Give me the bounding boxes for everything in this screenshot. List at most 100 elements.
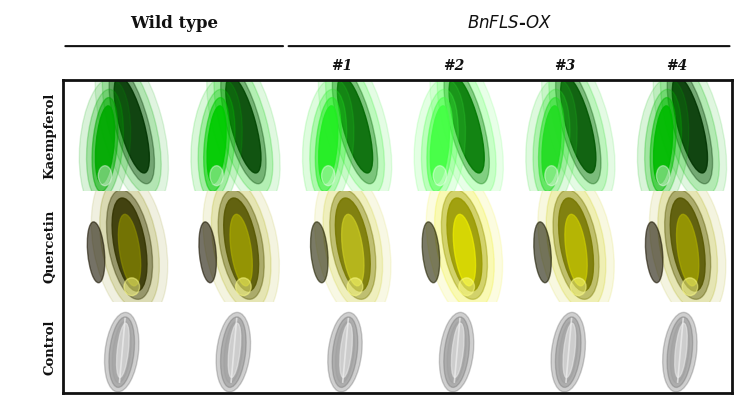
Ellipse shape xyxy=(333,65,378,184)
Ellipse shape xyxy=(422,222,439,283)
Text: #1: #1 xyxy=(331,59,353,73)
Ellipse shape xyxy=(654,106,673,183)
Ellipse shape xyxy=(422,89,459,200)
Ellipse shape xyxy=(431,106,450,183)
Ellipse shape xyxy=(319,106,338,183)
Ellipse shape xyxy=(545,166,558,186)
Ellipse shape xyxy=(311,222,328,283)
Ellipse shape xyxy=(650,97,676,192)
Ellipse shape xyxy=(323,179,383,310)
Ellipse shape xyxy=(114,76,149,173)
Ellipse shape xyxy=(221,317,246,387)
Text: Control: Control xyxy=(43,320,57,375)
Ellipse shape xyxy=(546,179,606,310)
Ellipse shape xyxy=(96,106,115,183)
Ellipse shape xyxy=(221,65,266,184)
Ellipse shape xyxy=(442,190,487,299)
Ellipse shape xyxy=(124,278,140,296)
Ellipse shape xyxy=(224,198,258,291)
Ellipse shape xyxy=(347,278,363,296)
Ellipse shape xyxy=(314,168,391,321)
Ellipse shape xyxy=(439,312,474,392)
Ellipse shape xyxy=(526,78,577,211)
Ellipse shape xyxy=(198,89,235,200)
Ellipse shape xyxy=(670,322,690,383)
Text: $\it{BnFLS}$-$\it{OX}$: $\it{BnFLS}$-$\it{OX}$ xyxy=(467,15,551,32)
Ellipse shape xyxy=(107,190,152,299)
Ellipse shape xyxy=(538,168,615,321)
Ellipse shape xyxy=(336,198,370,291)
Ellipse shape xyxy=(95,44,169,205)
Ellipse shape xyxy=(657,166,670,186)
Ellipse shape xyxy=(427,97,453,192)
Ellipse shape xyxy=(226,76,261,173)
Ellipse shape xyxy=(210,166,223,186)
Ellipse shape xyxy=(109,65,155,184)
Ellipse shape xyxy=(325,55,384,194)
Ellipse shape xyxy=(653,44,726,205)
Ellipse shape xyxy=(105,312,139,392)
Ellipse shape xyxy=(116,323,129,377)
Ellipse shape xyxy=(342,214,364,286)
Ellipse shape xyxy=(218,190,264,299)
Ellipse shape xyxy=(332,317,358,387)
Text: #3: #3 xyxy=(554,59,576,73)
Ellipse shape xyxy=(204,97,230,192)
Ellipse shape xyxy=(302,78,354,211)
Ellipse shape xyxy=(649,168,726,321)
Ellipse shape xyxy=(542,44,615,205)
Ellipse shape xyxy=(534,222,551,283)
Ellipse shape xyxy=(444,317,470,387)
Ellipse shape xyxy=(216,312,250,392)
Ellipse shape xyxy=(79,78,131,211)
Ellipse shape xyxy=(207,44,280,205)
Ellipse shape xyxy=(676,214,698,286)
Ellipse shape xyxy=(112,322,131,383)
Ellipse shape xyxy=(87,89,124,200)
Ellipse shape xyxy=(99,166,112,186)
Ellipse shape xyxy=(667,317,693,387)
Ellipse shape xyxy=(553,190,599,299)
Ellipse shape xyxy=(322,166,335,186)
Ellipse shape xyxy=(533,89,570,200)
Ellipse shape xyxy=(670,198,705,291)
Ellipse shape xyxy=(682,278,698,296)
Ellipse shape xyxy=(340,323,353,377)
Ellipse shape xyxy=(549,55,608,194)
Ellipse shape xyxy=(559,322,578,383)
Ellipse shape xyxy=(570,278,586,296)
Ellipse shape xyxy=(551,312,585,392)
Ellipse shape xyxy=(660,55,719,194)
Ellipse shape xyxy=(414,78,466,211)
Ellipse shape xyxy=(662,312,697,392)
Ellipse shape xyxy=(102,55,161,194)
Ellipse shape xyxy=(637,78,689,211)
Ellipse shape xyxy=(315,97,342,192)
Ellipse shape xyxy=(561,76,596,173)
Ellipse shape xyxy=(211,179,271,310)
Ellipse shape xyxy=(539,97,565,192)
Text: Kaempferol: Kaempferol xyxy=(43,93,57,179)
Text: Wild type: Wild type xyxy=(130,15,218,32)
Ellipse shape xyxy=(542,106,561,183)
Text: Quercetin: Quercetin xyxy=(43,210,57,284)
Ellipse shape xyxy=(449,76,484,173)
Ellipse shape xyxy=(224,322,243,383)
Ellipse shape xyxy=(447,322,466,383)
Ellipse shape xyxy=(328,312,362,392)
Ellipse shape xyxy=(559,198,593,291)
Ellipse shape xyxy=(665,190,711,299)
Ellipse shape xyxy=(199,222,216,283)
Ellipse shape xyxy=(109,317,135,387)
Ellipse shape xyxy=(318,44,392,205)
Ellipse shape xyxy=(563,323,576,377)
Ellipse shape xyxy=(453,214,475,286)
Text: #2: #2 xyxy=(442,59,464,73)
Ellipse shape xyxy=(675,323,687,377)
Ellipse shape xyxy=(434,166,447,186)
Ellipse shape xyxy=(230,214,252,286)
Ellipse shape xyxy=(658,179,718,310)
Ellipse shape xyxy=(91,168,168,321)
Ellipse shape xyxy=(228,323,241,377)
Ellipse shape xyxy=(565,214,587,286)
